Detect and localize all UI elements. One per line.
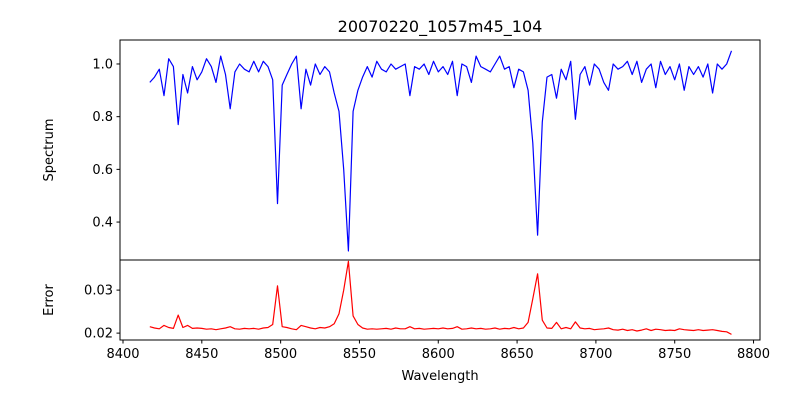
error-xtick-label: 8650 <box>501 347 534 362</box>
spectrum-ytick-label: 0.4 <box>92 216 113 231</box>
spectrum-frame <box>119 39 761 261</box>
spectrum-axes: 0.4 0.6 0.8 1.0 <box>92 39 761 261</box>
chart-title: 20070220_1057m45_104 <box>338 17 543 37</box>
error-xtick-label: 8700 <box>579 347 612 362</box>
spectrum-y-label: Spectrum <box>42 119 57 182</box>
error-xtick-label: 8600 <box>422 347 455 362</box>
spectrum-ytick-label: 0.8 <box>92 110 113 125</box>
error-line <box>149 260 732 335</box>
error-ytick-label: 0.02 <box>84 327 113 342</box>
error-y-label: Error <box>42 284 57 316</box>
error-frame <box>119 259 761 341</box>
error-xtick-label: 8800 <box>737 347 770 362</box>
error-ytick-label: 0.03 <box>84 284 113 299</box>
error-axes: 0.02 0.03 8400 8450 8500 8550 8600 8650 8700 8750… <box>84 259 770 362</box>
error-xtick-label: 8400 <box>106 347 139 362</box>
error-xtick-label: 8500 <box>264 347 297 362</box>
spectrum-line <box>149 50 733 252</box>
error-xtick-label: 8450 <box>185 347 218 362</box>
x-axis-label: Wavelength <box>401 369 478 384</box>
spectrum-ytick-label: 1.0 <box>92 57 113 72</box>
spectrum-ytick-label: 0.6 <box>92 163 113 178</box>
error-xtick-label: 8550 <box>343 347 376 362</box>
error-xtick-label: 8750 <box>658 347 691 362</box>
